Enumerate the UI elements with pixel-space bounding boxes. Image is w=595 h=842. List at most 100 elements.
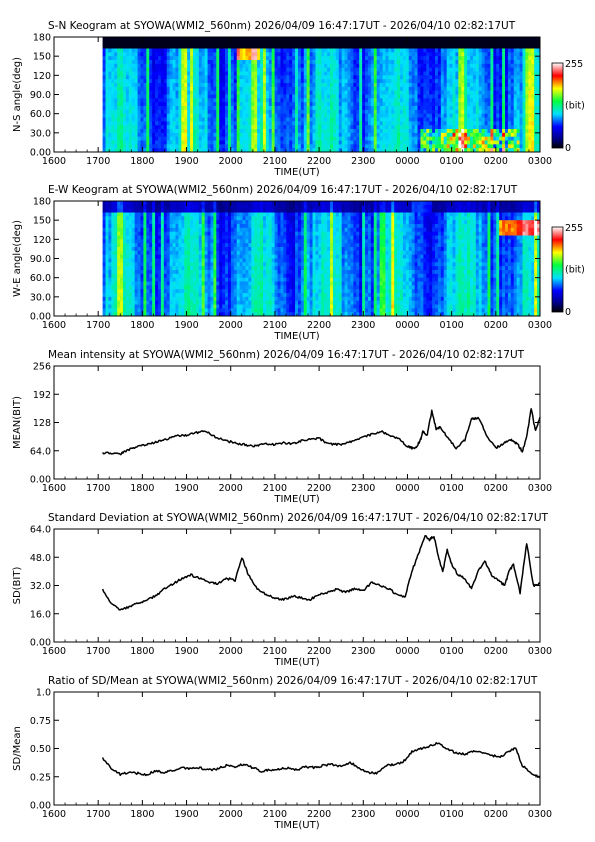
keogram-cell (306, 136, 311, 141)
keogram-cell (292, 52, 296, 57)
keogram-cell (143, 48, 147, 53)
keogram-cell (117, 227, 121, 233)
keogram-cell (102, 56, 106, 61)
keogram-cell (402, 44, 407, 49)
keogram-cell (239, 83, 243, 88)
keogram-cell (414, 44, 418, 49)
keogram-cell (195, 90, 200, 95)
keogram-cell (484, 109, 488, 115)
keogram-cell (128, 140, 133, 145)
keogram-cell (271, 109, 276, 115)
keogram-cell (519, 140, 523, 145)
keogram-cell (271, 37, 276, 42)
keogram-cell (102, 212, 106, 217)
keogram-cell (353, 56, 357, 61)
keogram-cell (169, 86, 173, 92)
keogram-cell (499, 52, 503, 57)
keogram-cell (152, 40, 156, 46)
keogram-cell (178, 98, 182, 103)
keogram-cell (423, 125, 427, 130)
keogram-cell (502, 56, 506, 61)
keogram-cell (537, 56, 541, 61)
keogram-cell (455, 63, 459, 69)
keogram-cell (268, 129, 273, 134)
keogram-cell (193, 132, 197, 138)
keogram-cell (455, 129, 459, 134)
keogram-cell (105, 239, 109, 244)
keogram-cell (128, 243, 133, 248)
keogram-cell (201, 98, 206, 103)
keogram-cell (309, 117, 313, 122)
keogram-cell (158, 121, 162, 126)
keogram-cell (262, 83, 267, 88)
keogram-cell (505, 144, 509, 149)
keogram-cell (464, 86, 468, 92)
keogram-cell (245, 56, 249, 61)
keogram-cell (117, 83, 121, 88)
keogram-cell (347, 56, 351, 61)
keogram-cell (204, 75, 208, 80)
keogram-cell (160, 125, 165, 130)
keogram-cell (265, 117, 270, 122)
keogram-cell (105, 37, 109, 42)
keogram-cell (394, 144, 398, 149)
keogram-cell (222, 106, 226, 111)
keogram-cell (362, 52, 366, 57)
keogram-cell (137, 227, 141, 233)
keogram-cell (472, 136, 477, 141)
keogram-cell (280, 56, 284, 61)
keogram-cell (318, 117, 322, 122)
keogram-cell (184, 67, 188, 72)
keogram-cell (111, 79, 115, 84)
keogram-cell (233, 63, 238, 69)
keogram-cell (123, 250, 127, 256)
keogram-cell (134, 296, 138, 302)
keogram-cell (131, 250, 136, 256)
keogram-cell (105, 212, 109, 217)
keogram-cell (484, 90, 488, 95)
keogram-cell (388, 60, 392, 65)
keogram-cell (414, 71, 418, 76)
keogram-cell (344, 63, 348, 69)
keogram-cell (537, 52, 541, 57)
keogram-cell (184, 132, 188, 138)
keogram-cell (359, 106, 363, 111)
keogram-cell (449, 67, 453, 72)
keogram-cell (379, 129, 383, 134)
keogram-cell (254, 148, 258, 153)
keogram-cell (537, 144, 541, 149)
keogram-cell (198, 63, 203, 69)
keogram-cell (408, 109, 413, 115)
keogram-cell (382, 144, 386, 149)
keogram-cell (300, 132, 305, 138)
keogram-cell (379, 94, 383, 99)
keogram-cell (125, 48, 130, 53)
keogram-cell (166, 37, 171, 42)
keogram-cell (233, 144, 238, 149)
keogram-cell (522, 71, 526, 76)
keogram-cell (414, 86, 418, 92)
keogram-cell (362, 129, 366, 134)
keogram-cell (117, 63, 121, 69)
keogram-cell (254, 83, 258, 88)
keogram-cell (204, 106, 208, 111)
keogram-cell (402, 140, 407, 145)
keogram-cell (230, 129, 235, 134)
keogram-cell (134, 224, 138, 229)
keogram-cell (105, 243, 109, 248)
keogram-cell (105, 266, 109, 271)
keogram-cell (120, 216, 124, 221)
keogram-cell (245, 144, 249, 149)
keogram-cell (233, 125, 238, 130)
keogram-cell (158, 102, 162, 107)
keogram-cell (315, 102, 319, 107)
keogram-cell (207, 63, 211, 69)
keogram-cell (175, 132, 179, 138)
keogram-cell (210, 60, 214, 65)
keogram-cell (330, 136, 334, 141)
keogram-cell (181, 90, 185, 95)
keogram-cell (423, 63, 427, 69)
keogram-cell (134, 79, 138, 84)
keogram-cell (239, 125, 243, 130)
keogram-cell (242, 136, 246, 141)
